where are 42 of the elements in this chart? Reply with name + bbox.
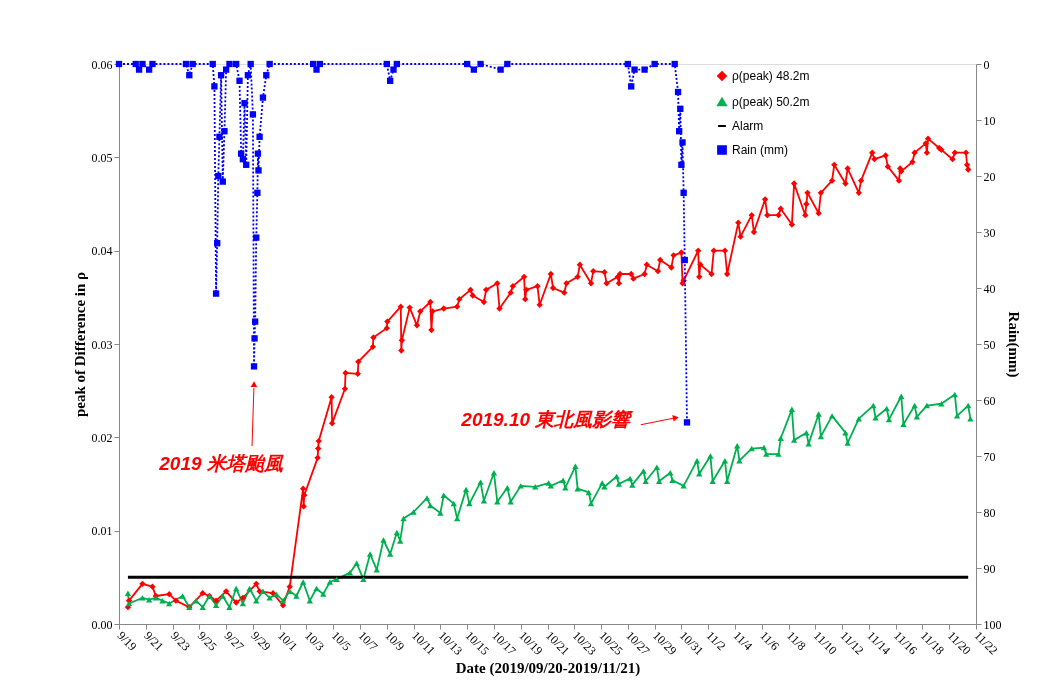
- y2-axis-title: Rain(mm): [1004, 311, 1022, 378]
- y-tick-label: 0.05: [91, 150, 113, 165]
- y2-tick-label: 90: [983, 561, 996, 576]
- y2-tick-label: 70: [983, 449, 996, 464]
- y2-tick-label: 80: [983, 505, 996, 520]
- x-tick-label: 10/1: [275, 628, 301, 654]
- y2-tick-label: 50: [983, 337, 996, 352]
- y-tick-label: 0.06: [91, 57, 113, 72]
- x-axis-title: Date (2019/09/20-2019/11/21): [455, 660, 641, 678]
- x-tick-label: 9/23: [168, 628, 194, 654]
- x-tick-label: 11/4: [730, 628, 756, 654]
- annotation: 2019.10 東北風影響: [460, 408, 634, 430]
- y2-tick-label: 20: [983, 169, 996, 184]
- y-tick-label: 0.04: [91, 244, 113, 259]
- x-tick-label: 11/6: [757, 628, 782, 654]
- y2-tick-label: 0: [983, 57, 990, 72]
- x-tick-label: 9/25: [194, 628, 220, 654]
- y-tick-label: 0.02: [91, 430, 113, 445]
- legend-label: Rain (mm): [732, 143, 788, 157]
- annotation: 2019 米塔颱風: [158, 453, 284, 475]
- x-tick-label: 9/21: [141, 628, 167, 654]
- x-tick-label: 10/5: [328, 628, 354, 654]
- x-tick-label: 10/3: [302, 628, 328, 654]
- x-tick-label: 9/29: [248, 628, 274, 654]
- y2-tick-label: 60: [983, 393, 996, 408]
- y-tick-label: 0.01: [91, 524, 113, 539]
- y2-tick-label: 40: [983, 281, 996, 296]
- y-tick-label: 0.03: [91, 337, 113, 352]
- y2-tick-label: 10: [983, 113, 996, 128]
- legend-label: ρ(peak) 48.2m: [732, 69, 810, 83]
- y2-tick-label: 100: [983, 617, 1002, 632]
- x-tick-label: 10/7: [355, 628, 381, 654]
- x-tick-label: 10/9: [382, 628, 408, 654]
- y-tick-label: 0.00: [91, 617, 113, 632]
- legend-label: Alarm: [732, 119, 764, 133]
- x-tick-label: 9/19: [114, 628, 140, 654]
- y-axis-title: peak of Difference in ρ: [71, 271, 88, 418]
- x-tick-label: 11/2: [703, 628, 729, 654]
- x-tick-label: 9/27: [221, 628, 247, 654]
- x-tick-label: 11/8: [784, 628, 809, 654]
- y2-tick-label: 30: [983, 225, 996, 240]
- legend-label: ρ(peak) 50.2m: [732, 95, 810, 109]
